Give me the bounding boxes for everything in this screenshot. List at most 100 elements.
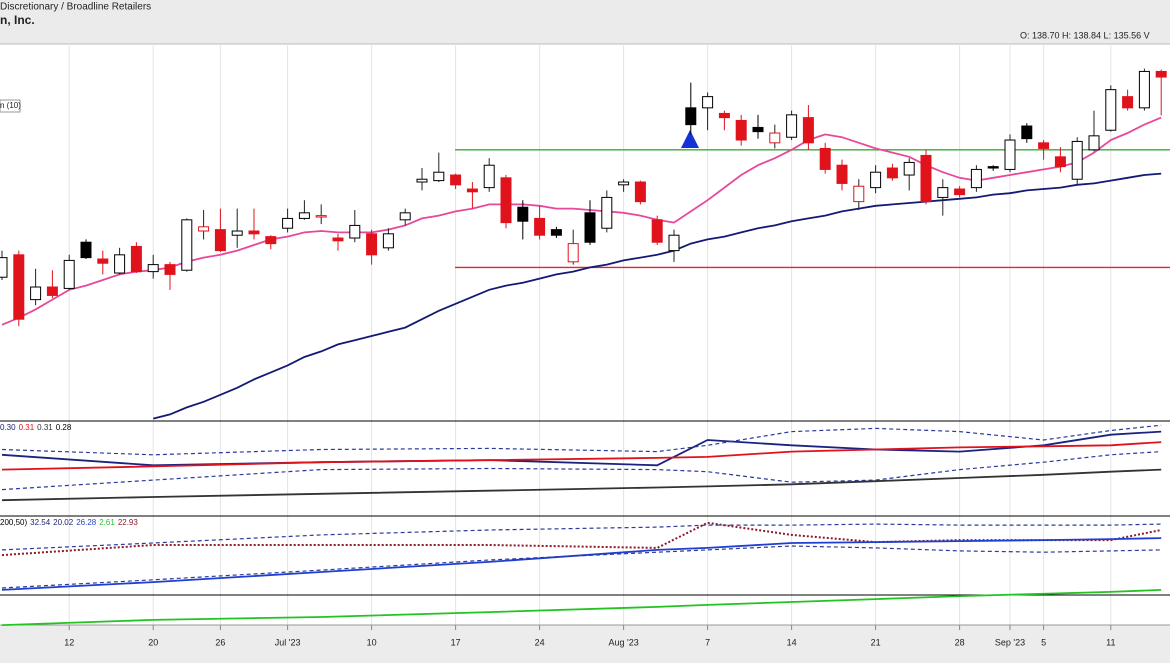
legend-box (0, 99, 21, 113)
candle-body (752, 126, 764, 133)
candle-body (147, 264, 159, 273)
candle-body (46, 286, 58, 296)
candle-body (63, 259, 75, 289)
candle-body (315, 215, 327, 218)
candle-body (819, 147, 831, 170)
x-tick-label: 24 (535, 637, 545, 647)
candle-body (651, 219, 663, 243)
candle-body (1088, 135, 1100, 151)
candle-body (1021, 125, 1033, 140)
candle-body (836, 164, 848, 184)
candle-body (30, 286, 42, 301)
candle-body (1138, 70, 1150, 109)
candle-body (282, 217, 294, 229)
candle-body (13, 254, 25, 320)
x-tick-label: 26 (215, 637, 225, 647)
candle-body (466, 188, 478, 193)
candle-body (668, 234, 680, 252)
x-tick-label: Sep '23 (995, 637, 1025, 647)
x-axis-band (0, 625, 1170, 663)
indicator-line (1, 545, 1162, 589)
legend-value: 2.61 (99, 518, 115, 527)
candle-body (567, 243, 579, 263)
candle-body (1105, 89, 1117, 131)
company: n, Inc. (0, 13, 35, 27)
indicator-line (1, 521, 1162, 557)
candle-body (802, 117, 814, 144)
candle-body (399, 212, 411, 221)
candle-body (130, 245, 142, 273)
candle-body (332, 237, 344, 242)
candle-body (870, 171, 882, 189)
legend-value: 0.28 (56, 423, 72, 432)
x-tick-label: 12 (64, 637, 74, 647)
candle-body (987, 166, 999, 169)
x-tick-label: 28 (955, 637, 965, 647)
candle-body (920, 154, 932, 203)
candle-body (1038, 142, 1050, 149)
candle-body (214, 229, 226, 252)
indicator-line (1, 468, 1162, 502)
indicator-line (1, 430, 1162, 467)
legend-value: 20.02 (53, 518, 74, 527)
signal-triangle (681, 130, 699, 148)
ohlc: O: 138.70 H: 138.84 L: 135.56 V (1020, 30, 1150, 40)
panel-legend: 0.30 0.31 0.31 0.28 (0, 423, 72, 432)
moving-average (152, 172, 1162, 420)
candle-body (601, 196, 613, 229)
legend-value: 22.93 (118, 518, 139, 527)
candle-body (853, 185, 865, 203)
indicator-line (1, 537, 1162, 591)
candle-body (786, 114, 798, 138)
x-tick-label: 14 (787, 637, 797, 647)
candle-body (1071, 140, 1083, 180)
candle-body (483, 164, 495, 189)
x-tick-label: 5 (1041, 637, 1046, 647)
x-tick-label: 21 (871, 637, 881, 647)
candle-body (0, 257, 8, 278)
candle-body (416, 178, 428, 183)
x-tick-label: 10 (367, 637, 377, 647)
header-band (0, 0, 1170, 44)
candle-body (298, 212, 310, 219)
candle-body (618, 181, 630, 186)
candle-body (500, 177, 512, 224)
candle-body (231, 230, 243, 236)
candle-body (735, 119, 747, 141)
candle-body (366, 233, 378, 256)
indicator-line (1, 589, 1162, 626)
candle-body (634, 181, 646, 203)
candle-body (114, 254, 126, 274)
legend-value: 0.31 (37, 423, 53, 432)
x-tick-label: Aug '23 (608, 637, 638, 647)
indicator-line (1, 451, 1162, 491)
candle-body (1004, 139, 1016, 170)
candle-body (181, 219, 193, 271)
x-tick-label: Jul '23 (275, 637, 301, 647)
candle-body (584, 212, 596, 243)
x-tick-label: 17 (451, 637, 461, 647)
candle-body (198, 226, 210, 232)
candle-body (937, 187, 949, 198)
ma-label: n (10) (0, 101, 21, 110)
sector: Discretionary / Broadline Retailers (0, 2, 151, 13)
candle-body (954, 188, 966, 196)
x-tick-label: 11 (1106, 637, 1115, 647)
candle-body (164, 264, 176, 275)
candle-body (1155, 70, 1167, 78)
candle-body (80, 241, 92, 259)
candle-body (1054, 156, 1066, 168)
candle-body (450, 174, 462, 186)
indicator-line (1, 441, 1162, 471)
moving-average (1, 116, 1162, 326)
legend-value: 200,50) (0, 518, 27, 527)
candle-body (433, 171, 445, 182)
candle-body (1122, 96, 1134, 109)
candle-body (349, 224, 361, 239)
candle-body (248, 230, 260, 235)
candle-body (265, 236, 277, 245)
candle-body (534, 217, 546, 236)
candle-body (97, 258, 109, 264)
